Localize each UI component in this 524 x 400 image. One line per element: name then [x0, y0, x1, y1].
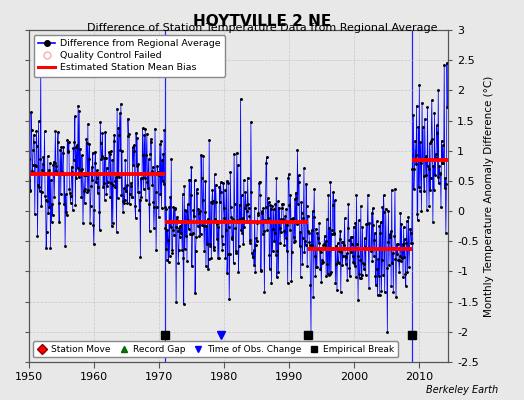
Y-axis label: Monthly Temperature Anomaly Difference (°C): Monthly Temperature Anomaly Difference (…: [484, 75, 494, 317]
Text: Difference of Station Temperature Data from Regional Average: Difference of Station Temperature Data f…: [87, 23, 437, 33]
Text: HOYTVILLE 2 NE: HOYTVILLE 2 NE: [193, 14, 331, 29]
Text: Berkeley Earth: Berkeley Earth: [425, 385, 498, 395]
Legend: Station Move, Record Gap, Time of Obs. Change, Empirical Break: Station Move, Record Gap, Time of Obs. C…: [34, 341, 398, 358]
